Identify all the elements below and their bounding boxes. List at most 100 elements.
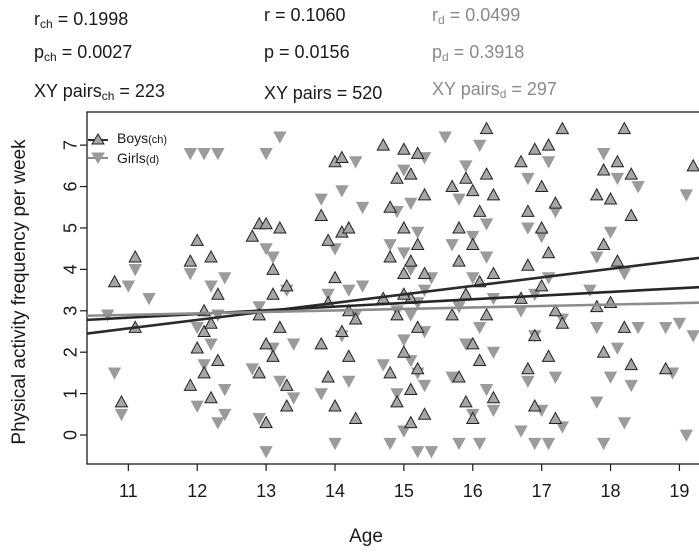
point-boys-122 xyxy=(617,320,632,333)
point-boys-54 xyxy=(390,394,404,408)
legend-boys-label: Boys(ch) xyxy=(117,130,167,146)
point-boys-66 xyxy=(410,361,425,375)
point-boys-124 xyxy=(624,357,639,371)
point-girls-90 xyxy=(514,425,528,438)
stat-xy-boys: XY pairsch = 223 xyxy=(34,81,165,103)
point-boys-30 xyxy=(279,278,294,292)
point-boys-11 xyxy=(204,390,218,404)
point-boys-37 xyxy=(328,270,342,284)
point-boys-31 xyxy=(314,208,329,222)
point-boys-21 xyxy=(259,216,273,230)
point-boys-52 xyxy=(390,307,404,321)
x-axis-label: Age xyxy=(349,526,383,547)
legend-girls-label: Girls(d) xyxy=(117,150,159,166)
point-girls-13 xyxy=(204,338,218,351)
point-boys-127 xyxy=(686,158,699,172)
point-boys-112 xyxy=(589,187,604,201)
y-tick-label-2: 2 xyxy=(60,347,80,357)
point-boys-121 xyxy=(617,121,632,135)
regression-lines xyxy=(86,256,699,335)
point-girls-73 xyxy=(452,437,466,451)
point-girls-109 xyxy=(590,251,604,264)
stat-r-boys: rch = 0.1998 xyxy=(34,9,129,31)
point-boys-77 xyxy=(459,287,473,300)
point-girls-3 xyxy=(121,280,136,293)
point-girls-107 xyxy=(583,284,597,297)
point-boys-91 xyxy=(486,266,501,280)
point-boys-69 xyxy=(417,407,432,420)
point-boys-56 xyxy=(397,266,411,280)
point-girls-32 xyxy=(286,338,301,351)
point-girls-11 xyxy=(197,148,211,161)
point-girls-65 xyxy=(424,446,439,459)
point-boys-60 xyxy=(403,167,418,180)
point-girls-70 xyxy=(438,131,452,144)
point-boys-76 xyxy=(452,254,466,267)
point-boys-103 xyxy=(534,220,549,234)
point-girls-92 xyxy=(521,172,535,186)
point-girls-56 xyxy=(404,355,418,368)
stat-xy-girls: XY pairsd = 297 xyxy=(432,79,557,101)
point-boys-9 xyxy=(197,365,211,379)
point-girls-79 xyxy=(466,272,480,285)
point-boys-67 xyxy=(417,187,432,201)
point-girls-93 xyxy=(521,375,535,389)
point-girls-81 xyxy=(472,437,487,451)
point-boys-44 xyxy=(341,220,356,234)
point-boys-49 xyxy=(383,200,397,213)
girls-points xyxy=(100,131,699,459)
stat-p-boys: pch = 0.0027 xyxy=(34,42,133,64)
point-girls-10 xyxy=(197,359,211,372)
point-boys-23 xyxy=(266,262,280,275)
x-axis: 11 12 13 14 15 16 17 18 19 xyxy=(119,464,689,501)
point-boys-81 xyxy=(465,336,480,350)
y-tick-label-4: 4 xyxy=(60,264,80,274)
point-girls-19 xyxy=(218,272,232,285)
point-boys-59 xyxy=(403,382,418,395)
point-girls-9 xyxy=(190,400,204,413)
point-girls-66 xyxy=(397,247,411,260)
y-tick-label-1: 1 xyxy=(60,389,80,399)
point-girls-108 xyxy=(590,396,604,409)
point-girls-106 xyxy=(555,421,570,434)
point-boys-19 xyxy=(252,365,267,379)
point-girls-67 xyxy=(404,309,418,322)
y-tick-label-5: 5 xyxy=(60,223,80,233)
x-tick-label-19: 19 xyxy=(669,481,689,501)
point-girls-43 xyxy=(348,156,363,169)
x-tick-label-16: 16 xyxy=(463,481,483,501)
point-girls-112 xyxy=(596,148,611,161)
point-boys-74 xyxy=(452,220,466,234)
point-girls-95 xyxy=(528,437,542,451)
point-girls-12 xyxy=(204,280,218,293)
plot-frame xyxy=(86,111,699,465)
point-girls-115 xyxy=(610,342,625,355)
point-boys-80 xyxy=(465,237,480,251)
point-boys-43 xyxy=(341,349,356,362)
point-boys-93 xyxy=(514,154,528,168)
point-boys-6 xyxy=(190,341,205,354)
point-boys-102 xyxy=(534,278,549,292)
point-girls-126 xyxy=(686,330,699,343)
point-girls-29 xyxy=(273,375,287,389)
point-boys-58 xyxy=(397,220,411,234)
point-boys-108 xyxy=(548,196,563,209)
point-girls-20 xyxy=(245,363,260,376)
point-boys-87 xyxy=(479,121,494,135)
x-tick-label-12: 12 xyxy=(187,481,207,501)
point-girls-18 xyxy=(218,408,232,422)
point-girls-35 xyxy=(321,288,335,302)
point-boys-83 xyxy=(465,411,480,424)
stat-p-girls: pd = 0.3918 xyxy=(432,42,525,64)
point-girls-124 xyxy=(672,317,687,331)
point-girls-87 xyxy=(486,404,501,418)
point-boys-98 xyxy=(527,142,542,155)
point-girls-15 xyxy=(211,148,225,161)
point-girls-31 xyxy=(286,392,301,405)
point-girls-85 xyxy=(479,251,494,264)
point-boys-12 xyxy=(204,249,218,263)
point-boys-72 xyxy=(445,179,459,193)
point-girls-121 xyxy=(631,181,645,194)
point-girls-75 xyxy=(452,193,466,206)
